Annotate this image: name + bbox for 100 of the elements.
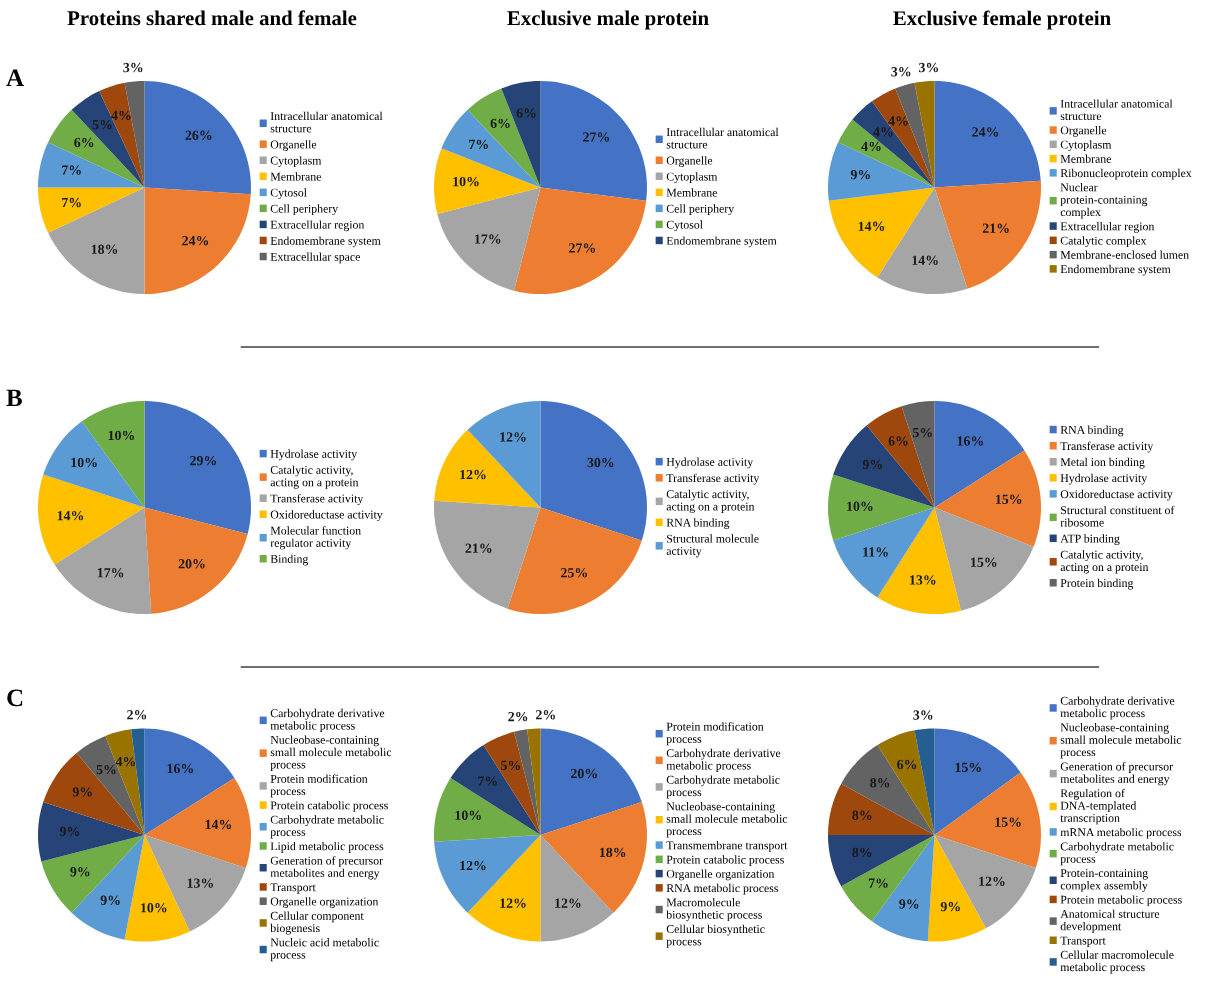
text: A bbox=[6, 69, 24, 87]
data-label: 15% bbox=[971, 557, 997, 567]
legend-label: Endomembrane system bbox=[270, 236, 381, 248]
data-label: 4% bbox=[111, 110, 131, 121]
data-label: 3% bbox=[891, 67, 911, 77]
legend-label: Cellular macromolecule metabolic process bbox=[1060, 950, 1174, 974]
legend-label: Metal ion binding bbox=[1060, 457, 1145, 469]
legend-label: Protein metabolic process bbox=[1060, 895, 1182, 907]
data-label: 10% bbox=[141, 903, 167, 913]
data-label: 26% bbox=[185, 130, 212, 140]
data-label: 6% bbox=[897, 759, 917, 770]
legend-label: Nuclear protein-containing complex bbox=[1060, 183, 1148, 219]
legend-label: Extracellular region bbox=[1060, 222, 1155, 233]
legend-label: Cellular biosynthetic process bbox=[666, 924, 765, 948]
chart-title: Exclusive male protein bbox=[507, 10, 709, 30]
data-label: 2% bbox=[127, 710, 147, 720]
legend-label: Macromolecule biosynthetic process bbox=[666, 898, 762, 922]
data-label: 6% bbox=[888, 436, 908, 446]
data-label: 7% bbox=[868, 878, 888, 888]
legend-label: Carbohydrate metabolic process bbox=[270, 815, 384, 839]
legend-label: Transferase activity bbox=[1060, 441, 1154, 453]
legend-label: Organelle organization bbox=[270, 897, 379, 908]
text: C bbox=[7, 689, 23, 707]
data-label: 20% bbox=[178, 559, 205, 569]
legend-label: Structural constituent of ribosome bbox=[1060, 505, 1175, 527]
data-label: 21% bbox=[465, 543, 492, 553]
legend-label: Carbohydrate derivative metabolic process bbox=[270, 708, 385, 732]
legend-label: Catalytic activity, acting on a protein bbox=[1060, 550, 1149, 574]
legend-label: Extracellular space bbox=[270, 252, 360, 264]
data-label: 8% bbox=[870, 778, 890, 788]
legend-label: Hydrolase activity bbox=[1060, 473, 1148, 485]
data-label: 14% bbox=[858, 221, 885, 231]
legend-label: Organelle organization bbox=[666, 869, 775, 881]
data-label: 17% bbox=[475, 234, 501, 244]
data-label: 12% bbox=[555, 898, 581, 908]
legend-label: RNA metabolic process bbox=[666, 883, 778, 895]
data-label: 7% bbox=[469, 139, 488, 150]
data-label: 21% bbox=[982, 223, 1009, 233]
data-label: 15% bbox=[955, 762, 981, 773]
data-label: 9% bbox=[899, 899, 919, 909]
data-label: 5% bbox=[912, 427, 932, 438]
data-label: 6% bbox=[74, 137, 94, 148]
legend-label: Structural molecule activity bbox=[666, 534, 759, 558]
legend-label: Catalytic activity, acting on a protein bbox=[666, 489, 755, 513]
data-label: 13% bbox=[187, 878, 214, 888]
data-label: 10% bbox=[71, 457, 97, 468]
legend-label: Membrane bbox=[666, 188, 717, 197]
legend-label: ATP binding bbox=[1060, 534, 1120, 545]
data-label: 11% bbox=[863, 547, 888, 557]
data-label: 12% bbox=[460, 469, 486, 480]
legend-label: Protein catabolic process bbox=[666, 855, 784, 866]
legend-label: Carbohydrate metabolic process bbox=[666, 775, 780, 799]
data-label: 5% bbox=[96, 764, 116, 775]
data-label: 30% bbox=[587, 457, 614, 468]
data-label: 27% bbox=[569, 243, 595, 253]
legend-label: Membrane bbox=[270, 172, 321, 181]
legend-label: Protein modification process bbox=[270, 774, 368, 798]
data-label: 9% bbox=[59, 826, 80, 837]
data-label: 4% bbox=[873, 127, 893, 137]
legend-label: Nucleobase-containing small molecule metabolic process bbox=[666, 802, 788, 838]
data-label: 9% bbox=[70, 867, 90, 877]
data-label: 27% bbox=[583, 132, 610, 142]
data-label: 14% bbox=[57, 510, 84, 521]
legend-label: Intracellular anatomical structure bbox=[270, 111, 383, 133]
legend-label: Cell periphery bbox=[666, 204, 735, 216]
data-label: 14% bbox=[205, 819, 232, 830]
data-label: 6% bbox=[516, 108, 536, 118]
legend-label: Carbohydrate derivative metabolic process bbox=[666, 748, 781, 772]
data-label: 3% bbox=[123, 62, 143, 73]
data-label: 9% bbox=[850, 169, 870, 180]
legend-label: Organelle bbox=[270, 140, 317, 151]
legend-label: Endomembrane system bbox=[1060, 264, 1171, 276]
data-label: 9% bbox=[100, 895, 120, 905]
legend-label: Cell periphery bbox=[270, 204, 339, 216]
data-label: 16% bbox=[957, 436, 984, 446]
legend-label: Intracellular anatomical structure bbox=[666, 127, 779, 149]
chart-title: Exclusive female protein bbox=[893, 10, 1111, 30]
legend-label: Transport bbox=[270, 883, 316, 894]
legend-label: Transferase activity bbox=[270, 494, 364, 505]
data-label: 10% bbox=[453, 176, 479, 187]
data-label: 8% bbox=[852, 810, 872, 820]
data-label: 29% bbox=[190, 455, 216, 466]
data-label: 4% bbox=[115, 756, 136, 767]
legend-label: Oxidoreductase activity bbox=[1060, 489, 1173, 501]
legend-label: Cytoplasm bbox=[1060, 140, 1112, 152]
legend-label: Protein modification process bbox=[666, 722, 764, 746]
legend-label: Carbohydrate derivative metabolic process bbox=[1060, 696, 1175, 720]
data-label: 24% bbox=[182, 235, 209, 246]
legend-label: Extracellular region bbox=[270, 220, 365, 232]
data-label: 3% bbox=[919, 62, 939, 73]
legend-label: Cellular component biogenesis bbox=[270, 911, 364, 935]
data-label: 7% bbox=[62, 165, 81, 175]
legend-label: Organelle bbox=[666, 156, 713, 167]
data-label: 13% bbox=[910, 575, 936, 585]
legend-label: RNA binding bbox=[666, 518, 730, 529]
legend-label: Catalytic activity, acting on a protein bbox=[270, 465, 359, 489]
legend-label: Transmembrane transport bbox=[666, 841, 788, 852]
legend-label: Nucleic acid metabolic process bbox=[270, 938, 379, 962]
legend-label: Lipid metabolic process bbox=[270, 841, 384, 853]
legend-label: Generation of precursor metabolites and energy bbox=[270, 856, 383, 880]
